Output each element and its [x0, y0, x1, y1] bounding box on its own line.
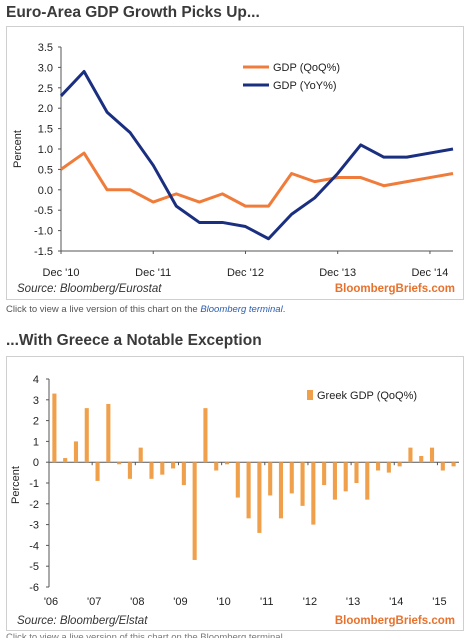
chart1-note-prefix: Click to view a live version of this cha…	[6, 304, 201, 315]
y-axis-title: Percent	[10, 466, 22, 504]
bar	[138, 447, 143, 463]
bar	[289, 462, 294, 494]
bar	[192, 462, 197, 560]
y-tick-label: -6	[29, 582, 39, 594]
y-tick-label: 2.5	[38, 83, 53, 95]
chart1-title: Euro-Area GDP Growth Picks Up...	[6, 4, 260, 21]
chart2-title: ...With Greece a Notable Exception	[6, 332, 262, 349]
chart1-frame: 3.5 3.0 2.5 2.0 1.5 1.0 0.5 0.0 -0.5 -1.0 -1.5 Perc…	[6, 26, 464, 300]
y-axis-title: Percent	[12, 130, 24, 168]
x-tick-label: '07	[87, 596, 101, 608]
bar	[127, 462, 132, 479]
bar	[408, 447, 413, 463]
chart1-brand: BloombergBriefs.com	[334, 283, 455, 295]
y-tick-label: 0	[33, 457, 39, 469]
bar	[419, 455, 424, 463]
y-tick-label: 0.0	[38, 185, 53, 197]
y-tick-label: -4	[29, 540, 39, 552]
bloomberg-terminal-link[interactable]: Bloomberg terminal	[200, 304, 283, 315]
y-tick-label: 3.5	[38, 42, 53, 54]
legend-label: GDP (QoQ%)	[273, 62, 340, 74]
bar	[429, 447, 435, 463]
chart1-source: Source: Bloomberg/Eurostat	[17, 283, 162, 295]
x-tick-label: Dec '14	[411, 267, 448, 279]
bar	[322, 462, 327, 486]
chart2-brand: BloombergBriefs.com	[334, 615, 455, 627]
bar	[343, 462, 348, 492]
legend-label: GDP (YoY%)	[273, 80, 337, 92]
x-tick-label: '14	[389, 596, 403, 608]
x-tick-label: '15	[432, 596, 446, 608]
bar	[73, 441, 79, 463]
bar	[376, 462, 381, 471]
bar	[440, 462, 445, 471]
chart2-source: Source: Bloomberg/Elstat	[17, 615, 148, 627]
x-tick-label: '06	[44, 596, 58, 608]
bar	[203, 408, 208, 463]
chart2-frame: 4 3 2 1 0 -1 -2 -3 -4 -5 -6 Percent '06 '07 '08 '09 '10 '…	[6, 356, 464, 631]
bar	[214, 462, 219, 471]
y-tick-label: 4	[33, 374, 39, 386]
legend-swatch	[307, 390, 313, 400]
x-tick-label: '12	[303, 596, 317, 608]
bar	[354, 462, 359, 483]
y-tick-label: 2	[33, 416, 39, 428]
x-tick-label: Dec '11	[135, 267, 171, 279]
chart2-note: Click to view a live version of this cha…	[6, 632, 286, 638]
x-tick-label: '13	[346, 596, 360, 608]
bar	[332, 462, 337, 500]
bar	[246, 462, 251, 519]
bar	[451, 462, 456, 467]
y-tick-label: 1	[33, 436, 39, 448]
x-tick-label: '08	[130, 596, 144, 608]
x-tick-label: Dec '10	[43, 267, 80, 279]
y-tick-label: -1	[29, 478, 39, 490]
y-tick-label: -1.0	[34, 226, 53, 238]
bar	[311, 462, 316, 525]
legend-label: Greek GDP (QoQ%)	[317, 390, 417, 402]
y-tick-label: 2.0	[38, 103, 53, 115]
chart1-note-suffix: .	[282, 304, 286, 315]
bar	[365, 462, 370, 500]
y-tick-label: 0.5	[38, 164, 53, 176]
bar	[386, 462, 391, 473]
y-tick-label: 3	[33, 395, 39, 407]
y-tick-label: -3	[29, 520, 39, 532]
euro-gdp-line-chart: 3.5 3.0 2.5 2.0 1.5 1.0 0.5 0.0 -0.5 -1.0 -1.5 Perc…	[12, 42, 454, 279]
series-line	[59, 69, 454, 241]
y-tick-label: -2	[29, 499, 39, 511]
bar	[257, 462, 262, 533]
chart1-note: Click to view a live version of this cha…	[6, 304, 285, 315]
bar	[268, 462, 273, 496]
bar	[235, 462, 240, 498]
bar	[397, 462, 402, 467]
x-tick-label: Dec '13	[319, 267, 356, 279]
x-tick-label: '11	[260, 596, 274, 608]
bar	[224, 462, 230, 465]
x-tick-label: '10	[216, 596, 230, 608]
x-tick-label: '09	[173, 596, 187, 608]
y-tick-label: 3.0	[38, 62, 53, 74]
y-tick-label: 1.0	[38, 144, 53, 156]
bar	[300, 462, 305, 506]
bar	[52, 393, 57, 463]
bar	[63, 458, 68, 463]
series-line	[60, 151, 454, 208]
bar	[106, 403, 111, 463]
bar	[278, 462, 284, 519]
y-tick-label: -5	[29, 561, 39, 573]
bar	[171, 462, 176, 469]
y-tick-label: 1.5	[38, 124, 53, 136]
greek-gdp-bar-chart: 4 3 2 1 0 -1 -2 -3 -4 -5 -6 Percent '06 '07 '08 '09 '10 '…	[10, 374, 459, 608]
x-tick-label: Dec '12	[227, 267, 264, 279]
bar	[117, 462, 122, 465]
y-tick-label: -0.5	[34, 205, 53, 217]
bar	[84, 408, 89, 463]
bar	[160, 462, 165, 475]
bar	[149, 462, 154, 479]
bar	[95, 462, 100, 481]
bar	[181, 462, 186, 486]
y-tick-label: -1.5	[34, 246, 53, 258]
